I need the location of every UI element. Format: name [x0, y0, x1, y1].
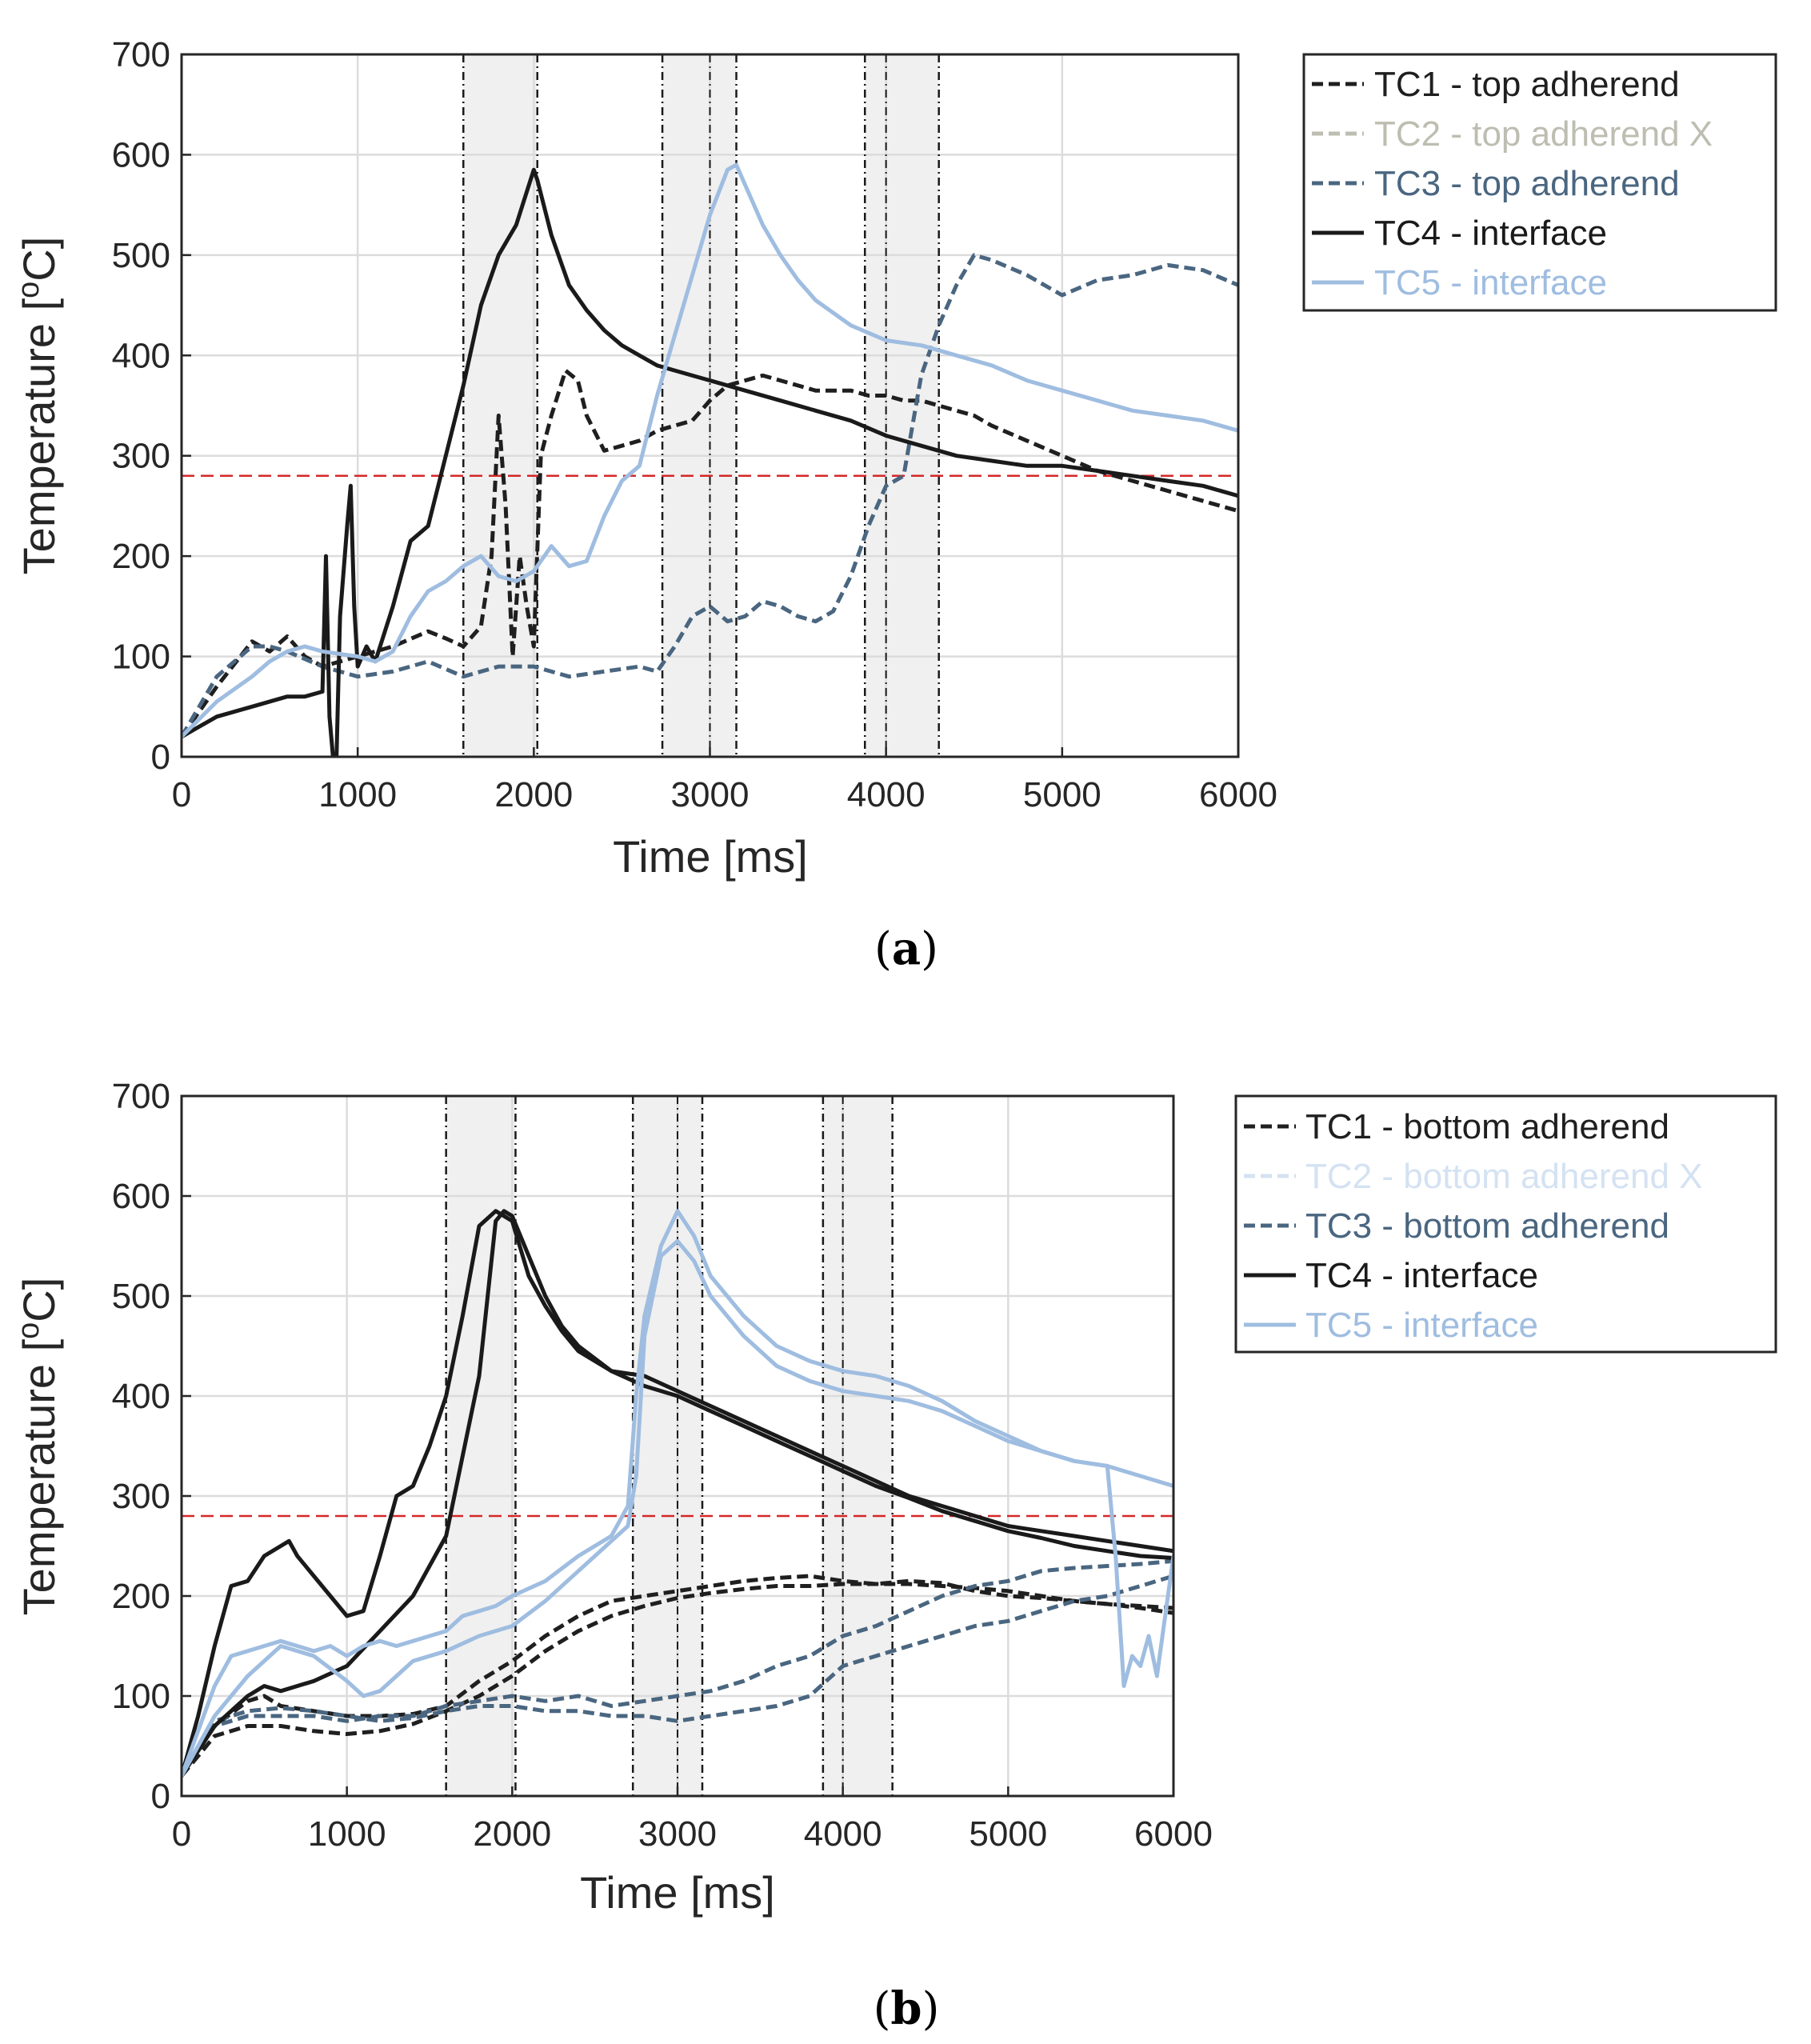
y-axis-label-main: Temperature [ — [14, 298, 64, 574]
caption-letter: a — [892, 922, 921, 975]
legend-box — [1234, 1094, 1777, 1354]
y-tick-label: 300 — [112, 437, 170, 476]
legend-label: TC1 - bottom adherend — [1305, 1107, 1669, 1146]
shaded-region — [662, 54, 737, 757]
legend-label: TC4 - interface — [1305, 1256, 1538, 1295]
caption-paren-close: ) — [922, 1983, 940, 2035]
series-line — [182, 1574, 1173, 1778]
y-axis-label-unit: C] — [14, 237, 64, 282]
y-tick-label: 700 — [112, 35, 170, 74]
x-tick-label: 2000 — [473, 1814, 551, 1854]
x-tick-label: 0 — [172, 775, 191, 814]
series-line — [182, 1209, 1173, 1777]
y-tick-label: 100 — [112, 1677, 170, 1716]
y-tick-label: 700 — [112, 1077, 170, 1116]
legend-box — [1302, 53, 1777, 312]
series-group — [182, 162, 1238, 757]
series-line — [182, 368, 1238, 738]
y-tick-label: 600 — [112, 1177, 170, 1216]
y-axis-label-superscript: o — [12, 282, 46, 298]
series-line — [182, 253, 1238, 738]
legend-label: TC2 - top adherend X — [1374, 114, 1713, 154]
shaded-region — [446, 1096, 516, 1796]
x-axis-label: Time [ms] — [613, 831, 808, 882]
shaded-region — [865, 54, 939, 757]
shaded-region — [463, 54, 538, 757]
x-tick-label: 1000 — [318, 775, 397, 814]
x-axis-label: Time [ms] — [580, 1867, 775, 1918]
y-tick-label: 300 — [112, 1477, 170, 1516]
legend-label: TC5 - interface — [1374, 263, 1607, 302]
y-tick-label: 400 — [112, 1377, 170, 1416]
series-line — [182, 1582, 1173, 1778]
series-line — [182, 1238, 1173, 1778]
x-tick-label: 6000 — [1134, 1814, 1213, 1854]
y-tick-label: 200 — [112, 1577, 170, 1616]
x-tick-label: 0 — [172, 1814, 191, 1854]
x-tick-label: 2000 — [494, 775, 573, 814]
y-tick-label: 400 — [112, 336, 170, 375]
y-axis-label-superscript: o — [12, 1322, 46, 1339]
series-line — [182, 1558, 1173, 1778]
y-tick-label: 600 — [112, 135, 170, 174]
series-line — [182, 167, 1238, 757]
caption-paren-open: ( — [874, 923, 892, 975]
legend-label: TC4 - interface — [1374, 214, 1607, 253]
panel-caption: (a) — [874, 922, 938, 975]
panel-b: 0 1000 2000 3000 4000 5000 6000 0 100 200 300 400 50… — [12, 1077, 1777, 2035]
x-tick-label: 5000 — [969, 1814, 1047, 1854]
caption-paren-open: ( — [874, 1983, 891, 2035]
x-tick-label: 1000 — [308, 1814, 386, 1854]
y-tick-label: 0 — [151, 738, 170, 777]
shaded-region — [633, 1096, 702, 1796]
x-tick-label: 3000 — [671, 775, 750, 814]
caption-letter: b — [890, 1982, 921, 2035]
y-axis-label-unit: C] — [14, 1278, 64, 1322]
x-tick-label: 3000 — [638, 1814, 717, 1854]
series-group — [182, 1209, 1173, 1778]
legend-label: TC1 - top adherend — [1374, 65, 1680, 104]
legend-label: TC2 - bottom adherend X — [1305, 1157, 1702, 1196]
y-tick-label: 200 — [112, 537, 170, 576]
y-axis-label: Temperature [oC] — [12, 237, 64, 575]
panel-a: 0 1000 2000 3000 4000 5000 6000 0 100 200 300 400 50… — [12, 35, 1777, 975]
y-tick-label: 500 — [112, 236, 170, 275]
y-tick-label: 0 — [151, 1777, 170, 1816]
shaded-region — [822, 1096, 893, 1796]
panel-caption: (b) — [874, 1982, 940, 2035]
series-line — [182, 1209, 1173, 1778]
series-line — [182, 162, 1238, 738]
x-tick-label: 6000 — [1199, 775, 1277, 814]
caption-paren-close: ) — [921, 923, 938, 975]
legend-label: TC3 - bottom adherend — [1305, 1206, 1669, 1246]
legend-label: TC3 - top adherend — [1374, 164, 1680, 203]
y-axis-label: Temperature [oC] — [12, 1278, 64, 1616]
x-tick-label: 5000 — [1023, 775, 1101, 814]
x-tick-label: 4000 — [847, 775, 925, 814]
y-tick-label: 500 — [112, 1277, 170, 1316]
y-axis-label-main: Temperature [ — [14, 1338, 64, 1615]
y-tick-label: 100 — [112, 638, 170, 677]
x-tick-label: 4000 — [804, 1814, 882, 1854]
legend-label: TC5 - interface — [1305, 1306, 1538, 1345]
